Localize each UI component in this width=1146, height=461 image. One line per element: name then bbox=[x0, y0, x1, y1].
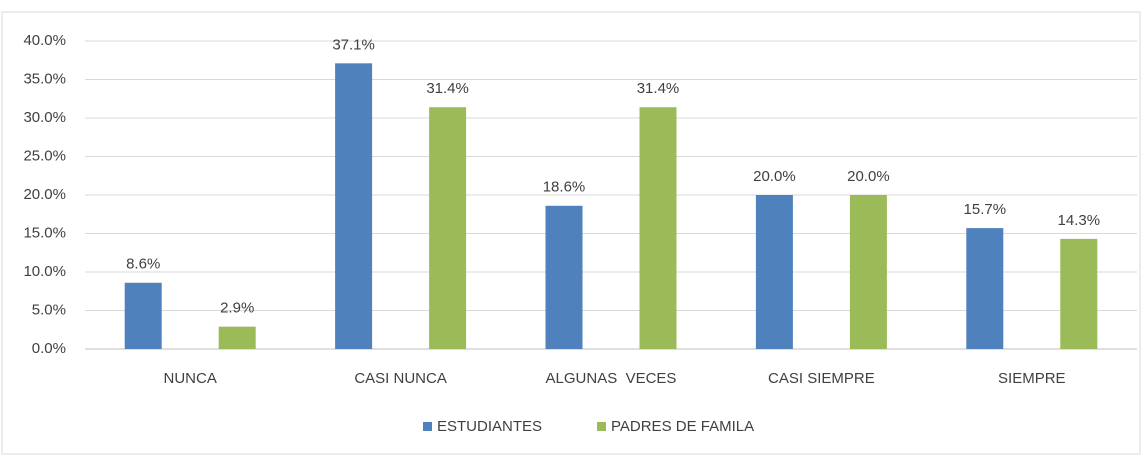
data-label: 2.9% bbox=[220, 300, 254, 317]
bar bbox=[124, 282, 162, 349]
bar bbox=[335, 63, 373, 350]
data-label: 31.4% bbox=[637, 80, 680, 97]
y-tick-label: 20.0% bbox=[23, 186, 66, 203]
bar bbox=[849, 195, 887, 349]
x-tick-label: CASI SIEMPRE bbox=[768, 370, 875, 387]
bar bbox=[639, 107, 677, 349]
data-label: 14.3% bbox=[1058, 212, 1101, 229]
data-label: 8.6% bbox=[126, 256, 160, 273]
legend-swatch bbox=[597, 422, 606, 431]
data-label: 37.1% bbox=[332, 36, 375, 53]
y-tick-label: 40.0% bbox=[23, 32, 66, 49]
bar bbox=[429, 107, 467, 349]
bar bbox=[545, 205, 583, 349]
bar bbox=[218, 326, 256, 349]
y-tick-label: 25.0% bbox=[23, 147, 66, 164]
y-tick-label: 35.0% bbox=[23, 70, 66, 87]
bar bbox=[966, 228, 1004, 349]
data-label: 20.0% bbox=[847, 168, 890, 185]
x-tick-label: SIEMPRE bbox=[998, 370, 1066, 387]
legend-label: PADRES DE FAMILA bbox=[611, 418, 754, 435]
x-tick-label: ALGUNAS VECES bbox=[546, 370, 677, 387]
data-label: 18.6% bbox=[543, 179, 586, 196]
bar bbox=[1060, 238, 1098, 349]
y-tick-label: 15.0% bbox=[23, 224, 66, 241]
legend-swatch bbox=[423, 422, 432, 431]
data-label: 15.7% bbox=[964, 201, 1007, 218]
legend-label: ESTUDIANTES bbox=[437, 418, 542, 435]
y-tick-label: 10.0% bbox=[23, 263, 66, 280]
bar bbox=[755, 195, 793, 349]
data-label: 20.0% bbox=[753, 168, 796, 185]
y-tick-label: 0.0% bbox=[32, 340, 66, 357]
y-tick-label: 5.0% bbox=[32, 301, 66, 318]
y-tick-label: 30.0% bbox=[23, 109, 66, 126]
x-tick-label: NUNCA bbox=[164, 370, 217, 387]
data-label: 31.4% bbox=[426, 80, 469, 97]
x-tick-label: CASI NUNCA bbox=[354, 370, 447, 387]
